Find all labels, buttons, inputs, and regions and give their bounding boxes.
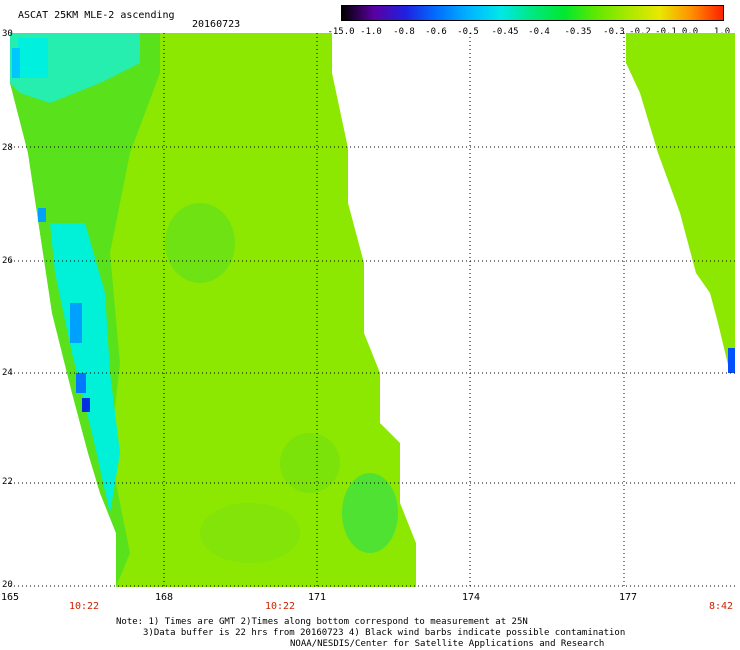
blue-patch	[728, 348, 735, 373]
lon-label: 171	[307, 592, 327, 603]
green-patch	[165, 203, 235, 283]
lat-label: 24	[2, 368, 13, 378]
scale-label: -0.45	[491, 27, 519, 37]
scale-label: -0.5	[457, 27, 479, 37]
note-line-1: Note: 1) Times are GMT 2)Times along bot…	[116, 617, 528, 627]
cyan-patch	[50, 223, 120, 513]
time-label: 10:22	[68, 601, 100, 612]
blue-patch	[76, 373, 86, 393]
scale-label: -0.2	[629, 27, 651, 37]
time-label: 10:22	[264, 601, 296, 612]
scale-label: -0.6	[425, 27, 447, 37]
map-title: ASCAT 25KM MLE-2 ascending	[18, 10, 175, 21]
scale-label: -1.0	[360, 27, 382, 37]
lat-label: 28	[2, 143, 13, 153]
swath-map	[10, 33, 735, 587]
lon-label: 165	[0, 592, 20, 603]
lon-label: 174	[461, 592, 481, 603]
lat-label: 20	[2, 580, 13, 590]
cyan-patch	[18, 38, 48, 78]
blue-patch	[82, 398, 90, 412]
scale-label: 1.0	[713, 27, 731, 37]
scale-label: -15.0	[327, 27, 355, 37]
note-line-3: NOAA/NESDIS/Center for Satellite Applica…	[290, 639, 605, 649]
blue-patch	[12, 48, 20, 78]
blue-patch	[38, 208, 46, 222]
color-scale-gradient	[342, 6, 723, 20]
green-patch	[200, 503, 300, 563]
scale-label: -0.35	[564, 27, 592, 37]
scale-label: -0.1	[655, 27, 677, 37]
blue-patch	[70, 303, 82, 343]
color-scale-labels: -15.0 -1.0 -0.8 -0.6 -0.5 -0.45 -0.4 -0.…	[327, 27, 740, 39]
note-line-2: 3)Data buffer is 22 hrs from 20160723 4)…	[143, 628, 626, 638]
scale-label: -0.4	[528, 27, 550, 37]
green-patch	[342, 473, 398, 553]
lon-label: 177	[618, 592, 638, 603]
time-label: 8:42	[708, 601, 734, 612]
scale-label: 0.0	[681, 27, 699, 37]
scale-label: -0.8	[393, 27, 415, 37]
lat-label: 26	[2, 256, 13, 266]
green-patch	[280, 433, 340, 493]
lat-label: 30	[2, 29, 13, 39]
right-swath	[626, 33, 735, 373]
gridlines	[10, 33, 735, 587]
lon-label: 168	[154, 592, 174, 603]
map-date: 20160723	[192, 19, 241, 30]
scale-label: -0.3	[603, 27, 625, 37]
lat-label: 22	[2, 477, 13, 487]
color-scale-bar	[341, 5, 724, 21]
